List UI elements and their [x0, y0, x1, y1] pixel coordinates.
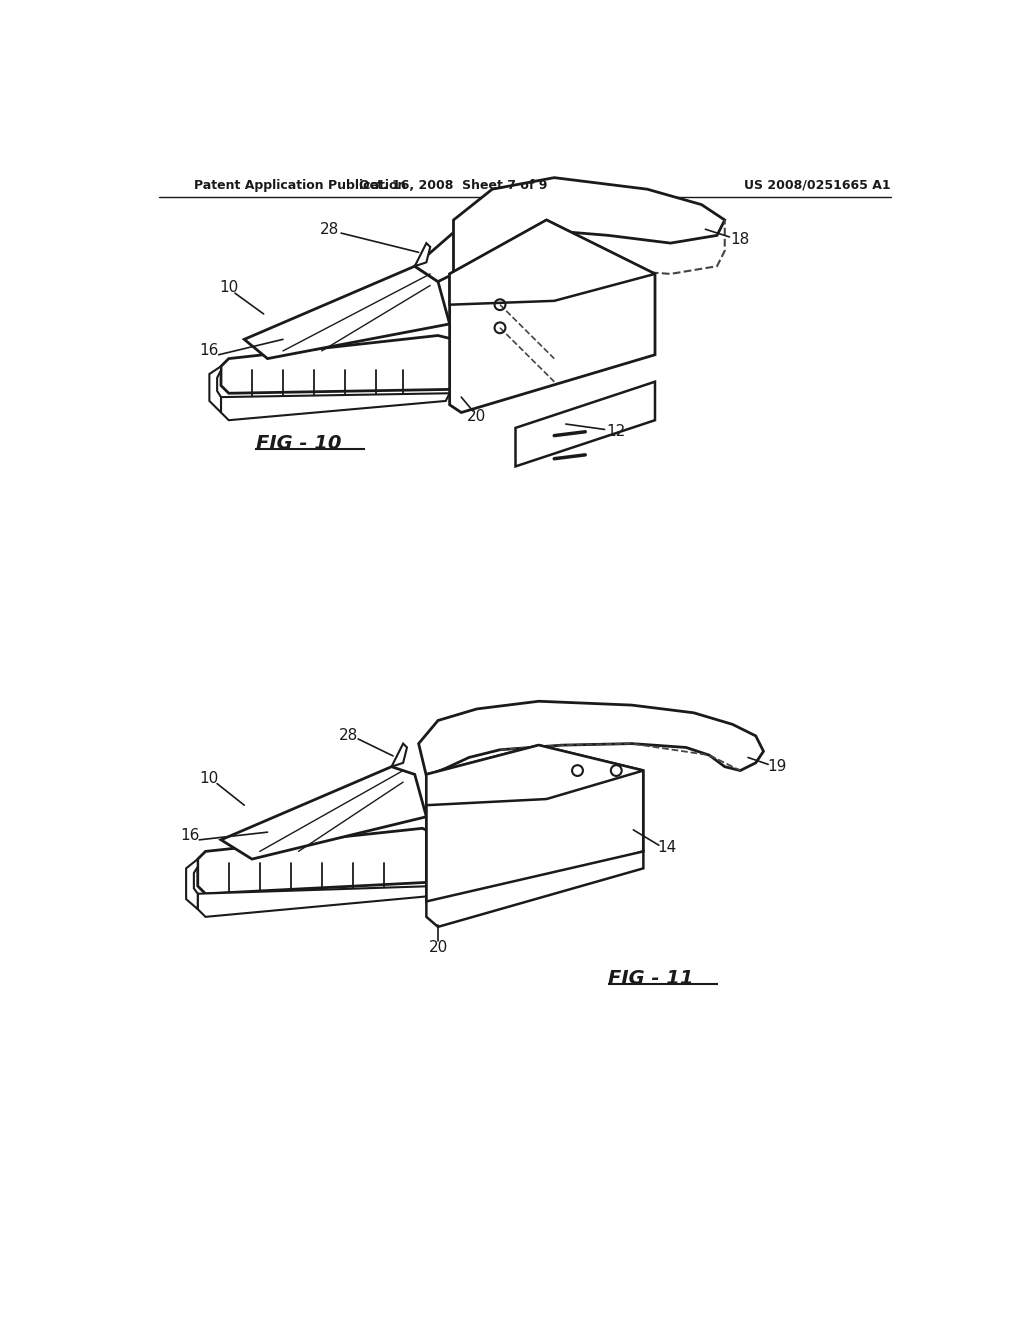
Text: 14: 14 [657, 840, 676, 855]
Polygon shape [415, 243, 430, 267]
Text: Oct. 16, 2008  Sheet 7 of 9: Oct. 16, 2008 Sheet 7 of 9 [359, 178, 548, 191]
Polygon shape [426, 744, 643, 911]
Text: 18: 18 [731, 232, 750, 247]
Text: 12: 12 [606, 424, 626, 440]
Text: FIG - 11: FIG - 11 [608, 969, 694, 987]
Polygon shape [198, 829, 442, 894]
Polygon shape [454, 178, 725, 277]
Polygon shape [450, 220, 655, 412]
Text: 10: 10 [200, 771, 219, 785]
Polygon shape [419, 701, 764, 776]
Polygon shape [245, 267, 450, 359]
Text: 19: 19 [768, 759, 787, 775]
Text: 20: 20 [467, 409, 486, 424]
Polygon shape [426, 744, 643, 805]
Polygon shape [450, 220, 655, 305]
Text: 10: 10 [219, 280, 239, 296]
Polygon shape [221, 767, 426, 859]
Polygon shape [186, 859, 198, 909]
Polygon shape [426, 851, 643, 927]
Polygon shape [198, 886, 434, 917]
Polygon shape [415, 205, 547, 281]
Polygon shape [391, 743, 407, 767]
Text: 20: 20 [428, 940, 447, 956]
Text: 28: 28 [339, 729, 358, 743]
Text: 16: 16 [200, 343, 219, 359]
Polygon shape [515, 381, 655, 466]
Text: FIG - 10: FIG - 10 [256, 434, 341, 453]
Text: Patent Application Publication: Patent Application Publication [194, 178, 407, 191]
Text: 28: 28 [319, 222, 339, 236]
Text: US 2008/0251665 A1: US 2008/0251665 A1 [744, 178, 891, 191]
Text: 16: 16 [180, 829, 200, 843]
Polygon shape [221, 393, 450, 420]
Polygon shape [221, 335, 461, 393]
Polygon shape [209, 367, 221, 412]
